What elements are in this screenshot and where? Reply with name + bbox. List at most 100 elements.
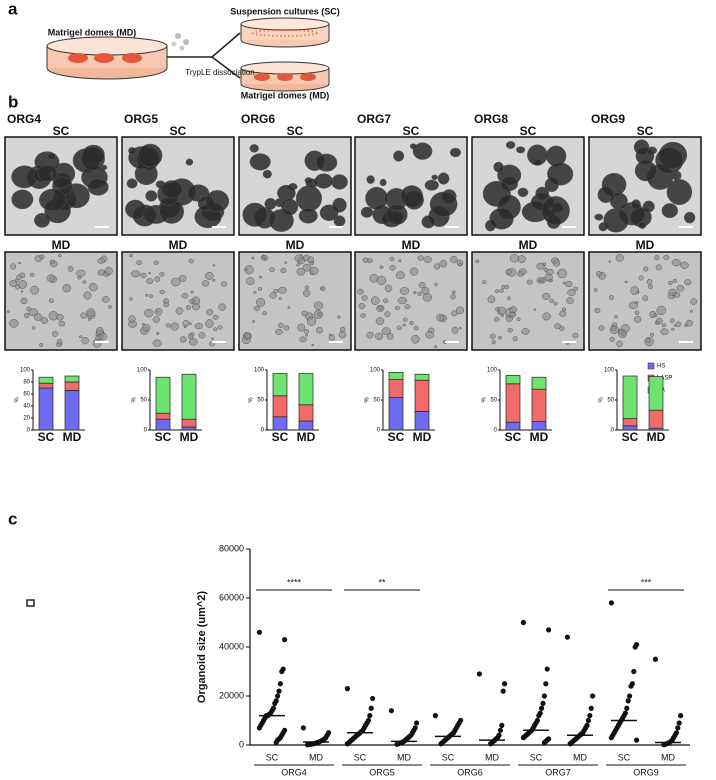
data-point bbox=[368, 705, 374, 711]
organoid-blob bbox=[661, 323, 667, 328]
organoid-blob bbox=[189, 338, 198, 346]
organoid-blob bbox=[332, 197, 347, 213]
organoid-blob bbox=[630, 286, 640, 295]
group-label: ORG7 bbox=[545, 767, 571, 777]
data-point bbox=[536, 713, 542, 719]
x-tick-label: MD bbox=[485, 752, 499, 762]
organoid-blob bbox=[331, 174, 348, 190]
organoid-blob bbox=[277, 184, 296, 202]
organoid-blob bbox=[294, 254, 304, 262]
organoid-blob bbox=[360, 206, 374, 218]
organoid-blob bbox=[333, 215, 346, 227]
micrograph bbox=[4, 136, 118, 236]
y-tick-label: 100 bbox=[487, 368, 498, 374]
x-tick-label: SC bbox=[354, 752, 367, 762]
organoid-blob bbox=[375, 332, 384, 340]
data-point bbox=[414, 720, 420, 726]
y-tick-label: 0 bbox=[144, 428, 148, 434]
organoid-blob bbox=[449, 147, 462, 158]
organoid-blob bbox=[634, 301, 639, 305]
organoid-blob bbox=[553, 301, 558, 306]
bar-segment bbox=[622, 418, 638, 427]
y-axis-label: % bbox=[249, 397, 255, 403]
organoid-blob bbox=[409, 267, 419, 276]
data-point bbox=[497, 727, 503, 733]
organoid-blob bbox=[296, 263, 301, 267]
organoid-blob bbox=[516, 146, 526, 154]
organoid-blob bbox=[404, 304, 411, 310]
organoid-blob bbox=[154, 276, 161, 282]
organoid-blob bbox=[685, 319, 693, 327]
organoid-blob bbox=[79, 335, 83, 339]
data-point bbox=[275, 693, 281, 699]
organoid-blob bbox=[175, 307, 184, 315]
target-label: Matrigel domes (MD) bbox=[241, 90, 330, 100]
organoid-blob bbox=[557, 268, 567, 279]
organoid-blob bbox=[273, 289, 279, 294]
organoid-blob bbox=[402, 323, 406, 327]
y-axis-label: % bbox=[365, 397, 371, 403]
organoid-blob bbox=[690, 298, 697, 305]
organoid-blob bbox=[504, 284, 510, 290]
organoid-blob bbox=[87, 178, 109, 196]
organoid-blob bbox=[646, 278, 653, 285]
data-point bbox=[540, 700, 546, 706]
organoid-blob bbox=[437, 172, 450, 185]
organoid-blob bbox=[489, 333, 496, 340]
organoid-blob bbox=[611, 322, 618, 327]
organoid-blob bbox=[201, 280, 210, 287]
organoid-blob bbox=[423, 256, 432, 263]
x-tick-label: SC bbox=[505, 430, 522, 444]
bar-segment bbox=[64, 381, 80, 391]
organoid-blob bbox=[655, 317, 663, 325]
source-label: Matrigel domes (MD) bbox=[48, 27, 137, 37]
organoid-blob bbox=[647, 284, 654, 289]
organoid-blob bbox=[655, 147, 684, 174]
organoid-blob bbox=[393, 150, 405, 162]
organoid-blob bbox=[218, 303, 227, 311]
organoid-blob bbox=[594, 307, 601, 314]
bar-segment bbox=[298, 420, 314, 431]
organoid-blob bbox=[422, 293, 432, 302]
organoid-blob bbox=[494, 316, 500, 323]
y-tick-label: 0 bbox=[494, 428, 498, 434]
organoid-blob bbox=[97, 269, 105, 276]
organoid-blob bbox=[309, 261, 315, 266]
organoid-blob bbox=[554, 323, 562, 330]
bar-segment bbox=[38, 376, 54, 384]
organoid-blob bbox=[258, 275, 263, 279]
organoid-blob bbox=[404, 190, 424, 210]
organoid-blob bbox=[386, 204, 408, 225]
condition-label: SC bbox=[403, 124, 420, 138]
organoid-blob bbox=[304, 285, 309, 290]
organoid-blob bbox=[671, 327, 675, 331]
micrograph bbox=[354, 251, 468, 351]
organoid-blob bbox=[283, 325, 290, 331]
organoid-blob bbox=[301, 310, 308, 317]
data-point bbox=[541, 739, 548, 746]
organoid-blob bbox=[178, 274, 187, 282]
organoid-blob bbox=[148, 271, 152, 275]
organoid-blob bbox=[83, 291, 92, 300]
organoid-blob bbox=[188, 258, 194, 264]
y-tick-label: 100 bbox=[20, 368, 31, 374]
y-tick-label: 40 bbox=[23, 404, 30, 410]
organoid-blob bbox=[389, 256, 395, 262]
organoid-blob bbox=[421, 287, 430, 295]
marker bbox=[26, 599, 35, 607]
organoid-blob bbox=[181, 293, 189, 299]
y-tick-label: 0 bbox=[261, 428, 265, 434]
organoid-blob bbox=[376, 275, 387, 286]
condition-label: SC bbox=[287, 124, 304, 138]
y-axis-label: % bbox=[132, 397, 138, 403]
data-point bbox=[276, 688, 282, 694]
organoid-blob bbox=[315, 153, 338, 172]
organoid-blob bbox=[572, 332, 579, 339]
organoid-blob bbox=[23, 312, 30, 319]
micrograph bbox=[238, 136, 352, 236]
organoid-blob bbox=[20, 290, 24, 293]
organoid-blob bbox=[244, 265, 254, 275]
significance-label: **** bbox=[287, 577, 302, 587]
bar-segment bbox=[64, 375, 80, 383]
micrograph bbox=[588, 136, 702, 236]
